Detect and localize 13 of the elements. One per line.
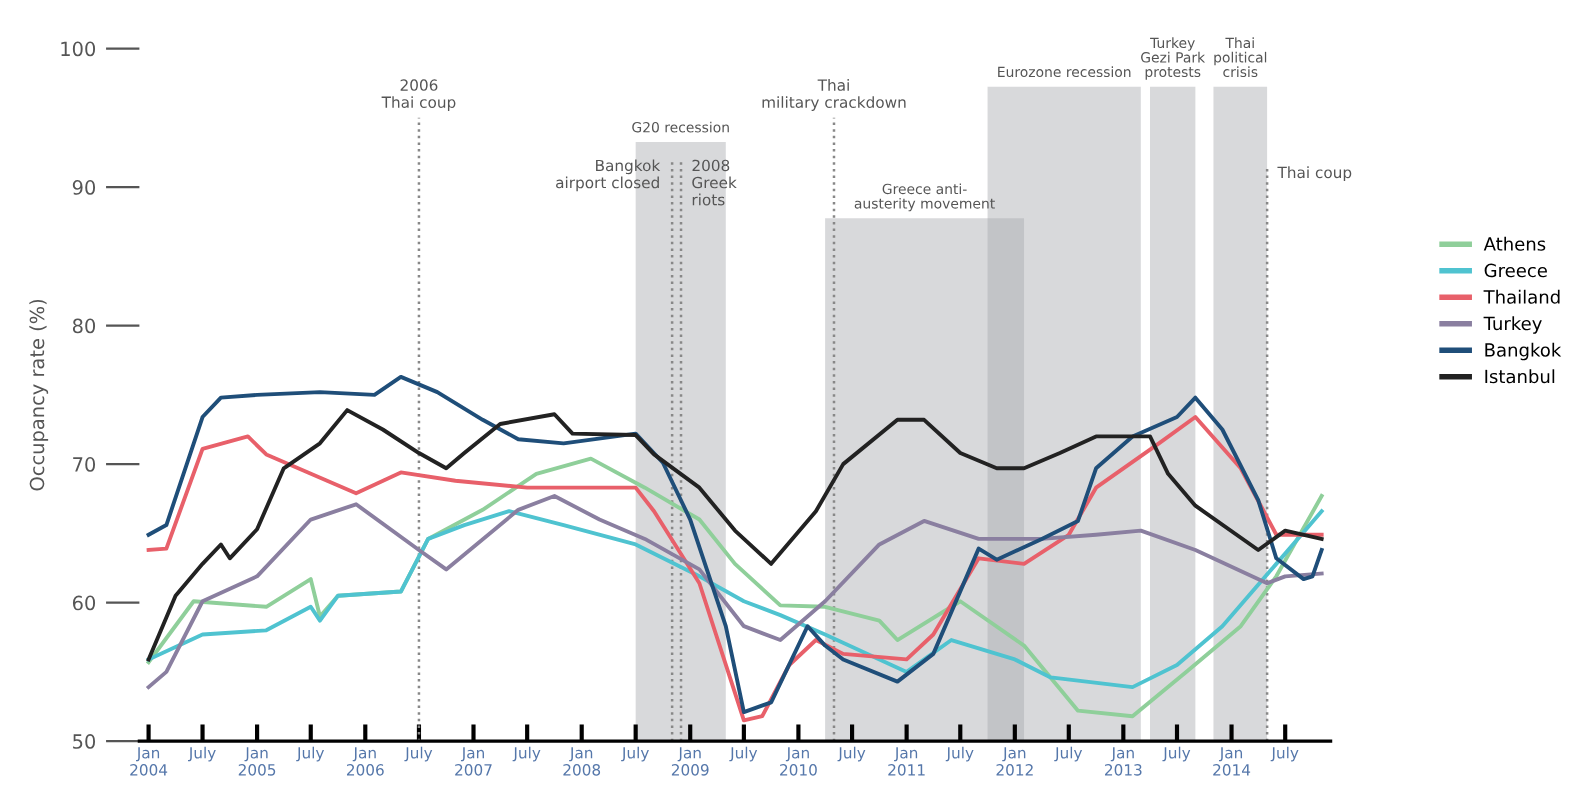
- legend-label: Bangkok: [1485, 342, 1562, 361]
- y-tick-label: 100: [61, 41, 96, 57]
- legend-label: Greece: [1484, 263, 1547, 278]
- legend-label: Istanbul: [1485, 369, 1555, 384]
- legend-label: Athens: [1483, 236, 1546, 251]
- y-axis-title: Occupancy rate (%): [29, 299, 49, 491]
- y-tick-label: 50: [73, 734, 96, 749]
- legend-label: Turkey: [1483, 316, 1542, 334]
- legend-label: Thailand: [1483, 289, 1560, 304]
- y-tick-label: 80: [72, 318, 96, 334]
- y-tick-label: 70: [73, 457, 96, 472]
- y-tick-label: 90: [72, 180, 96, 195]
- y-tick-label: 60: [72, 595, 96, 611]
